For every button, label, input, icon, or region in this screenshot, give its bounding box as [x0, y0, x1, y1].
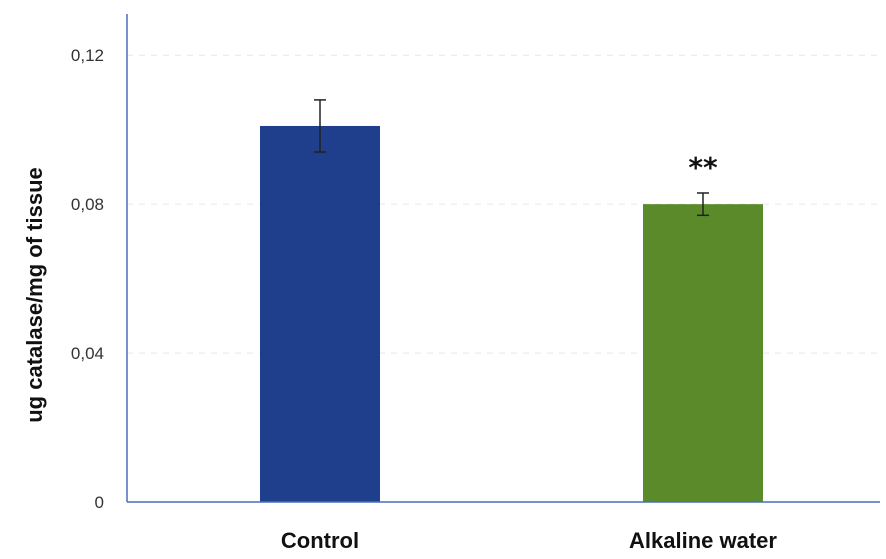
- significance-label: **: [688, 151, 718, 184]
- y-tick-labels: 0 0,04 0,08 0,12: [71, 46, 104, 512]
- y-tick-label: 0,12: [71, 46, 104, 65]
- x-category-label: Alkaline water: [629, 528, 777, 553]
- bar-control: [260, 125, 380, 502]
- error-bars: [314, 99, 709, 217]
- x-category-label: Control: [281, 528, 359, 553]
- y-axis-title: ug catalase/mg of tissue: [22, 167, 47, 423]
- y-tick-label: 0: [95, 493, 104, 512]
- significance-annotations: **: [688, 151, 718, 184]
- y-tick-label: 0,04: [71, 344, 104, 363]
- y-tick-label: 0,08: [71, 195, 104, 214]
- x-category-labels: Control Alkaline water: [281, 528, 778, 553]
- bar-alkaline-water: [643, 204, 763, 502]
- bars: [260, 125, 763, 502]
- error-bar: [697, 192, 709, 217]
- axes: [126, 14, 880, 503]
- error-bar: [314, 99, 326, 153]
- gridlines: [127, 54, 880, 354]
